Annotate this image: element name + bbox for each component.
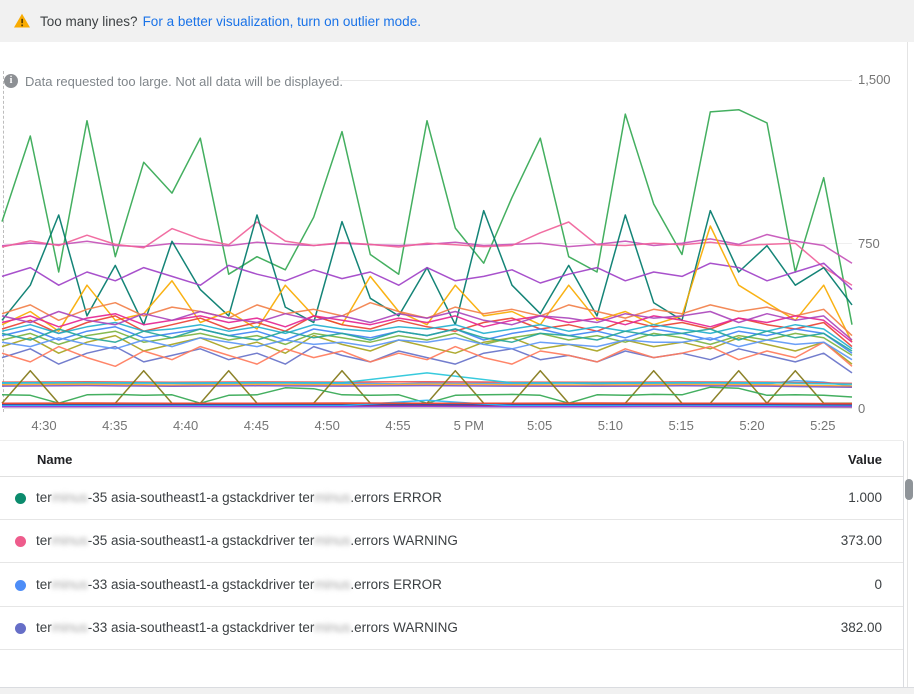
legend-row[interactable]: terminus-35 asia-southeast1-a gstackdriv…: [0, 520, 903, 563]
y-tick-750: 750: [858, 236, 880, 251]
gridline-0: [4, 408, 852, 409]
widget-bottom-border: [0, 687, 914, 688]
x-tick-label: 4:45: [243, 418, 270, 433]
warning-icon: [14, 13, 30, 28]
series-name: terminus-33 asia-southeast1-a gstackdriv…: [36, 620, 458, 635]
legend-scrollbar-track[interactable]: [903, 441, 904, 687]
too-many-lines-banner: Too many lines? For a better visualizati…: [0, 0, 914, 42]
legend-value-header: Value: [848, 452, 882, 467]
legend-row[interactable]: terminus-35 asia-southeast1-a gstackdriv…: [0, 477, 903, 520]
chart-left-dashed-boundary: [3, 71, 4, 412]
x-tick-label: 5:15: [668, 418, 694, 433]
page-background-strip: [0, 688, 914, 694]
redacted-text: minus: [51, 490, 88, 505]
x-tick-label: 4:40: [172, 418, 199, 433]
redacted-text: minus: [314, 577, 351, 592]
y-tick-1500: 1,500: [858, 72, 891, 87]
series-color-dot: [15, 623, 26, 634]
chart-line: [1, 337, 853, 361]
legend-header: Name Value: [0, 441, 903, 477]
x-tick-label: 4:55: [385, 418, 411, 433]
redacted-text: minus: [314, 533, 351, 548]
chart-line: [1, 108, 853, 325]
info-icon: i: [4, 74, 18, 88]
x-tick-label: 4:50: [314, 418, 340, 433]
x-tick-label: 5:05: [526, 418, 553, 433]
legend-scrollbar-thumb[interactable]: [905, 479, 913, 500]
redacted-text: minus: [314, 620, 351, 635]
chart-legend-divider: [0, 440, 903, 441]
chart-line: [2, 399, 853, 407]
x-axis: 4:30 4:35 4:40 4:45 4:50 4:55 5 PM 5:05 5:10 5:15…: [0, 418, 860, 436]
series-name: terminus-35 asia-southeast1-a gstackdriv…: [36, 533, 458, 548]
x-tick-label: 5:20: [739, 418, 765, 433]
legend-row[interactable]: terminus-33 asia-southeast1-a gstackdriv…: [0, 607, 903, 650]
chart-line: [1, 312, 853, 343]
data-too-large-notice: Data requested too large. Not all data w…: [25, 74, 343, 89]
x-tick-label: 4:35: [102, 418, 128, 433]
banner-text: Too many lines?: [40, 13, 138, 29]
redacted-text: minus: [51, 620, 88, 635]
series-value: 1.000: [848, 490, 882, 505]
chart-line: [1, 310, 853, 341]
gridline-1500: [330, 80, 852, 81]
series-name: terminus-33 asia-southeast1-a gstackdriv…: [36, 577, 442, 592]
chart-line: [1, 345, 853, 374]
series-color-dot: [15, 580, 26, 591]
chart-line: [1, 262, 853, 291]
y-tick-0: 0: [858, 401, 866, 416]
legend-row-partial[interactable]: [0, 651, 903, 687]
legend-name-header: Name: [37, 452, 73, 467]
chart-line: [1, 328, 853, 352]
series-value: 382.00: [840, 620, 882, 635]
redacted-text: minus: [314, 490, 351, 505]
redacted-text: minus: [51, 533, 88, 548]
chart-line: [1, 383, 853, 387]
x-tick-label: 5:25: [810, 418, 836, 433]
chart-line: [1, 221, 853, 286]
chart-line: [1, 384, 853, 388]
page-scrollbar-gutter: [907, 42, 908, 687]
redacted-text: minus: [51, 577, 88, 592]
series-name: terminus-35 asia-southeast1-a gstackdriv…: [36, 490, 442, 505]
chart-line: [1, 330, 853, 357]
x-tick-label: 5:10: [597, 418, 624, 433]
x-tick-label: 5 PM: [453, 418, 484, 433]
x-tick-label: 4:30: [31, 418, 57, 433]
legend-row[interactable]: terminus-33 asia-southeast1-a gstackdriv…: [0, 564, 903, 607]
chart-line: [1, 402, 853, 405]
outlier-mode-link[interactable]: For a better visualization, turn on outl…: [142, 13, 421, 29]
series-value: 0: [874, 577, 882, 592]
series-value: 373.00: [840, 533, 882, 548]
series-color-dot: [15, 536, 26, 547]
chart-line: [1, 341, 853, 368]
chart-line: [1, 372, 853, 386]
series-color-dot: [15, 493, 26, 504]
chart-plot-area[interactable]: [0, 58, 860, 416]
chart-line: [1, 369, 852, 404]
chart-line: [1, 233, 853, 264]
